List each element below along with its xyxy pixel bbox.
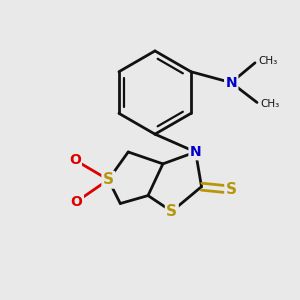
Text: S: S (226, 182, 237, 197)
Text: S: S (103, 172, 114, 187)
Text: N: N (190, 145, 201, 159)
Text: N: N (225, 76, 237, 90)
Text: O: O (71, 194, 82, 208)
Text: S: S (166, 204, 177, 219)
Text: CH₃: CH₃ (258, 56, 277, 66)
Text: CH₃: CH₃ (260, 99, 279, 110)
Text: O: O (69, 153, 81, 167)
